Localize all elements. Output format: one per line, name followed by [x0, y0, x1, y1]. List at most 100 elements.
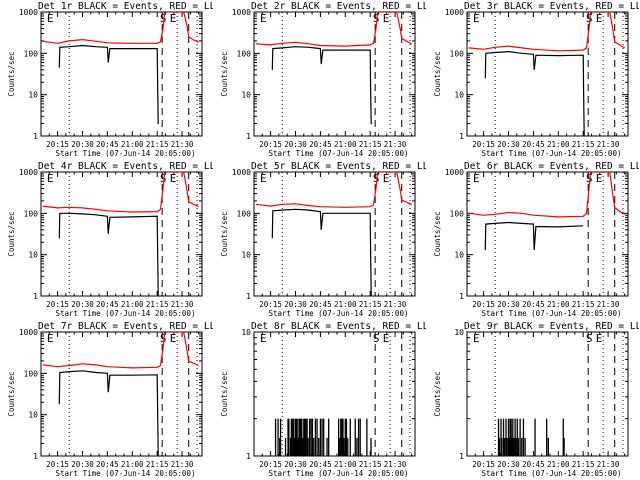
y-tick-label: 100 — [450, 209, 465, 218]
event-marker-label: E — [260, 332, 267, 345]
x-tick-label: 21:00 — [334, 140, 357, 149]
x-axis-label: Start Time (07-Jun-14 20:05:00) — [56, 469, 196, 478]
x-tick-label: 20:45 — [522, 460, 545, 469]
x-tick-label: 20:30 — [71, 140, 94, 149]
y-tick-label: 1 — [33, 452, 38, 461]
event-marker-label: E — [596, 12, 603, 25]
chart-title: Det 6r BLACK = Events, RED = LLD — [464, 161, 639, 172]
x-tick-label: 21:00 — [334, 300, 357, 309]
detector-panel-4: Det 4r BLACK = Events, RED = LLD 1 10 100 10… — [7, 161, 213, 318]
x-tick-label: 21:00 — [547, 460, 570, 469]
event-marker-label: S — [373, 172, 380, 185]
x-tick-label: 21:00 — [334, 460, 357, 469]
x-tick-label: 20:30 — [71, 300, 94, 309]
x-tick-label: 20:45 — [522, 300, 545, 309]
x-tick-label: 21:00 — [121, 300, 144, 309]
event-marker-label: S — [586, 332, 593, 345]
y-axis-label: Counts/sec — [7, 211, 16, 256]
event-marker-label: S — [160, 12, 167, 25]
x-axis-label: Start Time (07-Jun-14 20:05:00) — [482, 149, 622, 158]
chart-title: Det 5r BLACK = Events, RED = LLD — [251, 161, 426, 172]
y-tick-label: 10 — [241, 91, 251, 100]
x-tick-label: 20:30 — [497, 460, 520, 469]
x-tick-label: 20:15 — [472, 140, 495, 149]
event-marker-label: E — [260, 12, 267, 25]
y-tick-label: 10 — [454, 328, 464, 337]
lld-series-line — [468, 12, 626, 52]
y-tick-label: 1 — [246, 132, 251, 141]
y-axis-label: Counts/sec — [433, 371, 442, 416]
detector-panel-8: Det 8r BLACK = Events, RED = LLD 1 10 Count… — [220, 321, 426, 478]
y-tick-label: 100 — [24, 369, 39, 378]
x-tick-label: 20:45 — [309, 140, 332, 149]
detector-panel-7: Det 7r BLACK = Events, RED = LLD 1 10 100 10… — [7, 321, 213, 478]
x-axis-label: Start Time (07-Jun-14 20:05:00) — [269, 149, 409, 158]
x-tick-label: 20:15 — [46, 300, 69, 309]
y-tick-label: 10 — [241, 328, 251, 337]
events-series-line — [484, 50, 585, 136]
y-tick-label: 10 — [28, 91, 38, 100]
x-tick-label: 20:15 — [472, 460, 495, 469]
y-tick-label: 1000 — [445, 168, 464, 177]
events-series-line — [58, 370, 159, 456]
plot-frame — [40, 171, 203, 297]
y-tick-label: 1 — [33, 292, 38, 301]
x-tick-label: 21:30 — [171, 300, 194, 309]
y-axis-label: Counts/sec — [220, 211, 229, 256]
events-series-line — [271, 208, 372, 296]
y-axis-label: Counts/sec — [220, 371, 229, 416]
y-axis-label: Counts/sec — [433, 211, 442, 256]
y-tick-label: 1 — [33, 132, 38, 141]
y-tick-label: 100 — [450, 49, 465, 58]
event-marker-label: E — [170, 332, 177, 345]
x-tick-label: 20:30 — [71, 460, 94, 469]
detector-panel-9: Det 9r BLACK = Events, RED = LLD 1 10 Count… — [433, 321, 639, 478]
x-tick-label: 21:15 — [572, 300, 595, 309]
x-tick-label: 21:30 — [384, 300, 407, 309]
plot-frame — [466, 331, 629, 457]
event-marker-label: E — [47, 332, 54, 345]
detector-panel-1: Det 1r BLACK = Events, RED = LLD 1 10 100 10… — [7, 1, 213, 158]
x-tick-label: 20:30 — [284, 300, 307, 309]
event-marker-label: E — [473, 12, 480, 25]
x-tick-label: 20:45 — [96, 140, 119, 149]
chart-title: Det 3r BLACK = Events, RED = LLD — [464, 1, 639, 12]
x-axis-label: Start Time (07-Jun-14 20:05:00) — [482, 469, 622, 478]
plot-frame — [40, 11, 203, 137]
chart-title: Det 4r BLACK = Events, RED = LLD — [38, 161, 213, 172]
event-marker-label: E — [47, 12, 54, 25]
x-tick-label: 21:30 — [171, 140, 194, 149]
x-tick-label: 21:15 — [146, 300, 169, 309]
event-marker-label: S — [586, 172, 593, 185]
x-tick-label: 21:00 — [547, 140, 570, 149]
y-tick-label: 100 — [24, 209, 39, 218]
x-tick-label: 20:15 — [259, 140, 282, 149]
y-tick-label: 10 — [454, 251, 464, 260]
x-tick-label: 20:45 — [522, 140, 545, 149]
y-tick-label: 100 — [237, 209, 252, 218]
lld-series-line — [42, 172, 199, 213]
x-tick-label: 20:45 — [309, 300, 332, 309]
event-marker-label: E — [383, 332, 390, 345]
x-tick-label: 21:30 — [171, 460, 194, 469]
x-tick-label: 21:15 — [146, 460, 169, 469]
events-series-line — [271, 46, 372, 125]
y-tick-label: 1 — [246, 292, 251, 301]
x-axis-label: Start Time (07-Jun-14 20:05:00) — [269, 469, 409, 478]
detector-panel-3: Det 3r BLACK = Events, RED = LLD 1 10 100 10… — [433, 1, 639, 158]
y-tick-label: 1000 — [19, 8, 38, 17]
plot-frame — [253, 11, 416, 137]
x-tick-label: 21:15 — [359, 140, 382, 149]
plot-frame — [40, 331, 203, 457]
lld-series-line — [255, 172, 412, 208]
x-tick-label: 20:30 — [284, 140, 307, 149]
y-tick-label: 1000 — [19, 168, 38, 177]
y-tick-label: 1000 — [232, 8, 251, 17]
lld-series-line — [255, 12, 412, 47]
detector-panel-6: Det 6r BLACK = Events, RED = LLD 1 10 100 10… — [433, 161, 639, 318]
event-marker-label: S — [373, 332, 380, 345]
y-tick-label: 1000 — [445, 8, 464, 17]
x-tick-label: 20:15 — [46, 460, 69, 469]
x-axis-label: Start Time (07-Jun-14 20:05:00) — [56, 149, 196, 158]
x-axis-label: Start Time (07-Jun-14 20:05:00) — [269, 309, 409, 318]
